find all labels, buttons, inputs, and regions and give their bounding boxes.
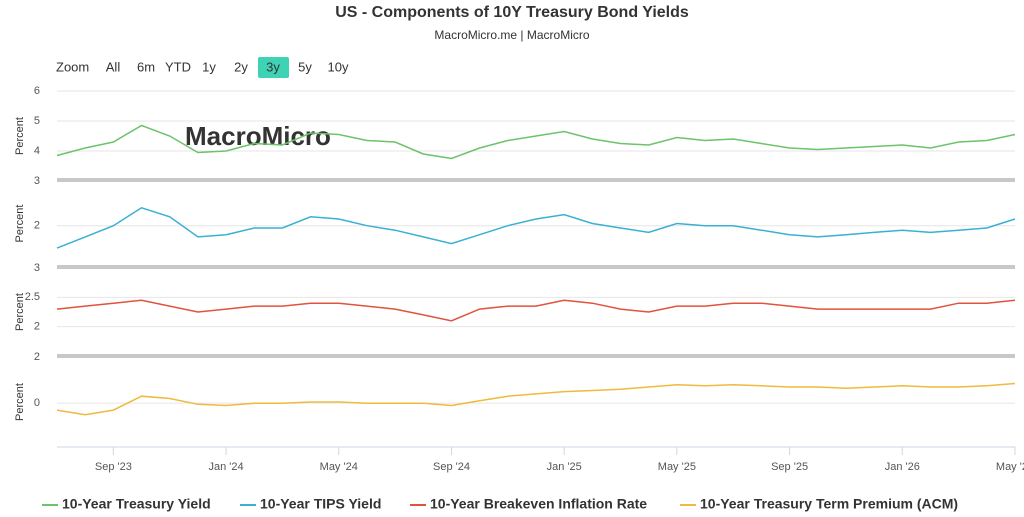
legend-label[interactable]: 10-Year Breakeven Inflation Rate [430,496,647,512]
panel-separator [57,178,1015,182]
range-button[interactable]: 5y [298,59,312,74]
series-line [56,206,1016,249]
series-line [56,299,1016,322]
chart-title: US - Components of 10Y Treasury Bond Yie… [335,4,689,21]
y-axis-title: Percent [14,293,26,331]
y-tick-label: 5 [34,115,40,127]
y-tick-label: 0 [34,397,40,409]
x-tick-label: May '24 [320,461,358,473]
range-button[interactable]: 2y [234,59,248,74]
range-button[interactable]: All [106,59,121,74]
panel-separator [57,354,1015,358]
y-tick-label: 3 [34,262,40,274]
y-tick-label: 4 [34,145,40,157]
range-button[interactable]: 10y [328,59,349,74]
x-tick-label: Jan '26 [885,461,920,473]
y-tick-label: 2 [34,351,40,363]
x-tick-label: Jan '24 [208,461,243,473]
y-axis-title: Percent [14,383,26,421]
legend-label[interactable]: 10-Year TIPS Yield [260,496,381,512]
y-tick-label: 2 [34,220,40,232]
y-tick-label: 6 [34,85,40,97]
series-line [56,382,1016,416]
x-tick-label: May '26 [996,461,1024,473]
zoom-label: Zoom [56,59,89,74]
legend-label[interactable]: 10-Year Treasury Term Premium (ACM) [700,496,958,512]
y-tick-label: 2.5 [25,291,40,303]
x-tick-label: Sep '24 [433,461,470,473]
range-button[interactable]: 6m [137,59,155,74]
y-tick-label: 2 [34,321,40,333]
legend-label[interactable]: 10-Year Treasury Yield [62,496,211,512]
x-tick-label: Jan '25 [547,461,582,473]
x-tick-label: Sep '23 [95,461,132,473]
range-button[interactable]: YTD [165,59,191,74]
range-button[interactable]: 3y [266,59,280,74]
x-tick-label: May '25 [658,461,696,473]
panel-separator [57,265,1015,269]
y-axis-title: Percent [14,117,26,155]
x-tick-label: Sep '25 [771,461,808,473]
series-line [56,124,1016,160]
range-button[interactable]: 1y [202,59,216,74]
range-button-bg [258,57,289,78]
y-axis-title: Percent [14,205,26,243]
y-tick-label: 3 [34,175,40,187]
watermark: MacroMicro [185,121,331,151]
chart-subtitle: MacroMicro.me | MacroMicro [434,28,589,42]
